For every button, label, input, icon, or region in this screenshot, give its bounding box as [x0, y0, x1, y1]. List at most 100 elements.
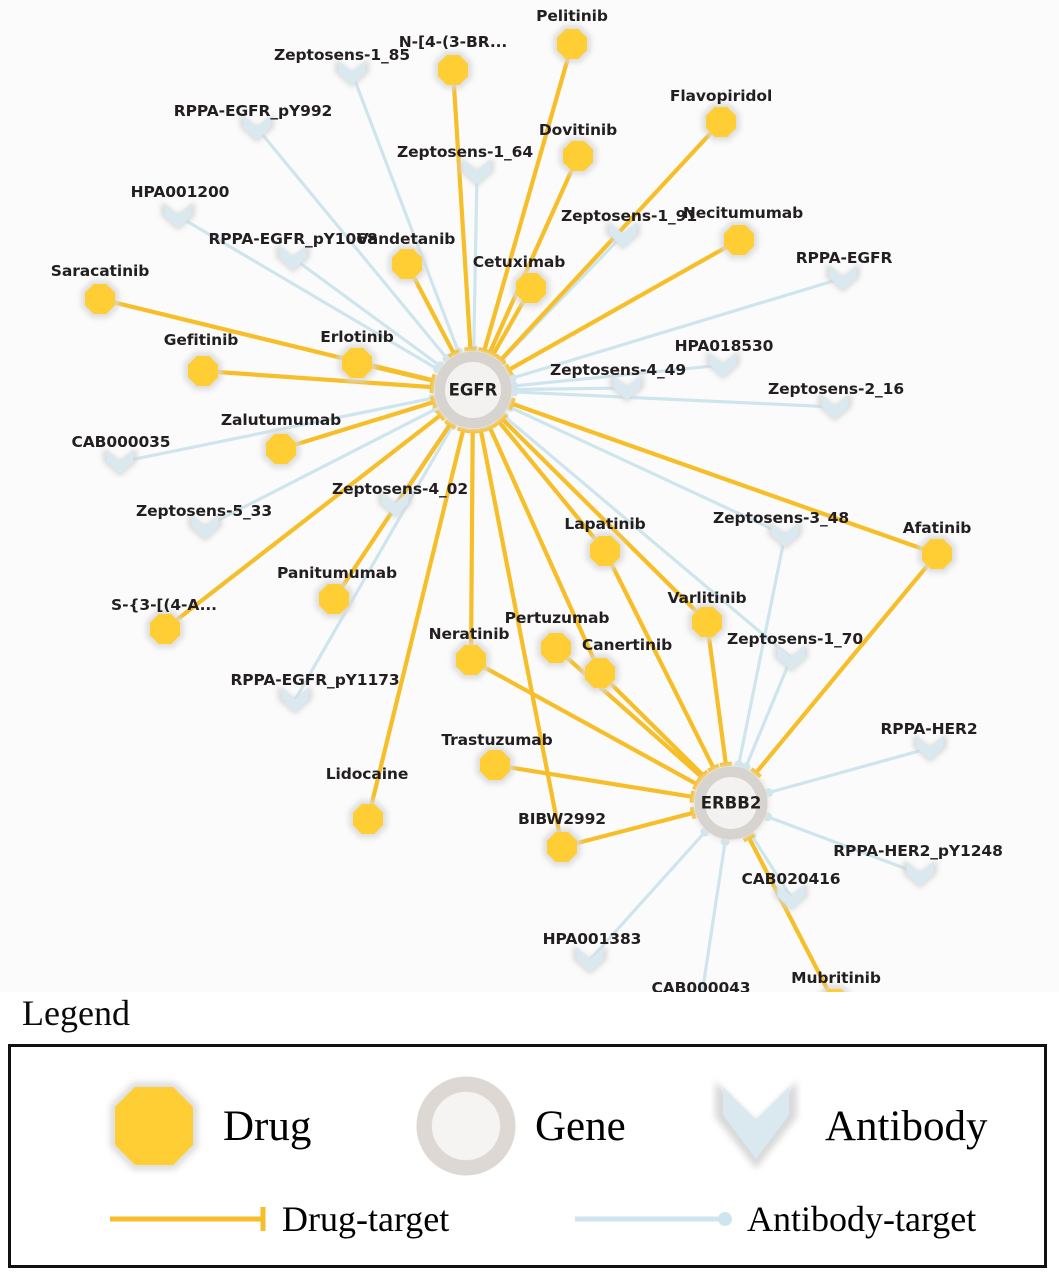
drug-node[interactable]	[918, 535, 956, 573]
graph-edge	[255, 126, 449, 360]
drug-node[interactable]	[688, 603, 726, 641]
drug-node-shape	[85, 284, 115, 314]
drug-node[interactable]	[586, 532, 624, 570]
gene-node[interactable]	[693, 765, 769, 841]
drug-node[interactable]	[315, 580, 353, 618]
graph-edge	[450, 69, 473, 350]
antibody-node[interactable]	[768, 520, 802, 550]
drug-node[interactable]	[452, 641, 490, 679]
drug-node[interactable]	[559, 137, 597, 175]
edge-terminator-tee	[697, 769, 710, 782]
graph-edge	[513, 390, 836, 409]
antibody-node[interactable]	[240, 113, 274, 143]
antibody-node[interactable]	[826, 263, 860, 293]
drug-node[interactable]	[537, 629, 575, 667]
gene-node[interactable]	[433, 350, 513, 430]
graph-edge	[350, 72, 460, 353]
drug-node-shape	[563, 141, 593, 171]
legend-node-row: Drug Gene Antibody	[11, 1065, 1044, 1183]
antibody-node[interactable]	[774, 882, 808, 912]
network-svg: EGFR ERBB2	[81, 25, 956, 1000]
legend-item-antibody: Antibody	[701, 1071, 987, 1181]
drug-node[interactable]	[512, 269, 550, 307]
antibody-node[interactable]	[335, 58, 369, 88]
drug-node[interactable]	[184, 352, 222, 390]
antibody-node-shape	[777, 884, 805, 910]
antibody-node-shape	[191, 514, 219, 540]
drug-node-shape	[706, 107, 736, 137]
edge-terminator-tee	[503, 363, 514, 377]
legend-item-drug-target: Drug-target	[106, 1201, 449, 1237]
graph-edge	[704, 621, 728, 765]
antibody-node-shape	[164, 203, 192, 229]
graph-edge	[478, 429, 565, 848]
edge-terminator-tee	[464, 346, 477, 352]
antibody-node[interactable]	[188, 512, 222, 542]
drug-node[interactable]	[702, 103, 740, 141]
drug-node-shape	[150, 614, 180, 644]
drug-node-shape	[266, 434, 296, 464]
drug-node-shape	[724, 225, 754, 255]
drug-node-shape	[353, 804, 383, 834]
antibody-node[interactable]	[818, 392, 852, 422]
drug-node[interactable]	[338, 344, 376, 382]
antibody-node[interactable]	[606, 220, 640, 250]
gene-node-label: ERBB2	[701, 794, 762, 813]
antibody-node[interactable]	[378, 489, 412, 519]
drug-node[interactable]	[81, 280, 119, 318]
legend-panel: Legend Drug Gene	[0, 992, 1059, 1280]
drug-node[interactable]	[553, 25, 591, 63]
antibody-node-shape	[821, 394, 849, 420]
drug-node[interactable]	[581, 654, 619, 692]
graph-edge	[499, 120, 723, 362]
drug-node-shape	[585, 658, 615, 688]
antibody-node[interactable]	[103, 447, 137, 477]
drug-node[interactable]	[146, 610, 184, 648]
drug-node[interactable]	[720, 221, 758, 259]
drug-node[interactable]	[543, 828, 581, 866]
edge-terminator-tee	[507, 397, 516, 411]
drug-node-shape	[516, 273, 546, 303]
drug-node-shape	[922, 539, 952, 569]
graph-edge	[768, 746, 931, 795]
antibody-node-shape	[381, 491, 409, 517]
antibody-node[interactable]	[706, 350, 740, 380]
legend-title: Legend	[22, 993, 130, 1033]
edge-terminator-tee	[692, 777, 702, 791]
edge-terminator-tee	[474, 427, 488, 434]
graph-edge	[766, 815, 921, 876]
edge-terminator-tee	[487, 349, 500, 360]
antibody-node-shape	[279, 245, 307, 271]
antibody-node-shape	[906, 861, 934, 887]
antibody-node[interactable]	[276, 243, 310, 273]
graph-edge	[513, 386, 628, 392]
graph-edge	[598, 671, 705, 778]
antibody-node[interactable]	[774, 643, 808, 673]
antibody-node-shape	[916, 735, 944, 761]
edge-terminator-tee	[496, 413, 508, 425]
edge-terminator-tee	[707, 763, 720, 773]
graph-edge	[561, 810, 694, 850]
antibody-node[interactable]	[610, 373, 644, 403]
drug-node[interactable]	[262, 430, 300, 468]
graph-edge	[509, 405, 786, 537]
drug-node[interactable]	[434, 51, 472, 89]
drug-node-shape	[547, 832, 577, 862]
antibody-node[interactable]	[460, 157, 494, 187]
graph-edge	[163, 413, 442, 631]
drug-node-shape	[188, 356, 218, 386]
antibody-node[interactable]	[903, 859, 937, 889]
legend-label-drug: Drug	[223, 1102, 312, 1150]
drug-node-shape	[541, 633, 571, 663]
antibody-node-shape	[613, 375, 641, 401]
antibody-node[interactable]	[573, 945, 607, 975]
antibody-node[interactable]	[278, 685, 312, 715]
drug-node[interactable]	[476, 746, 514, 784]
antibody-node[interactable]	[161, 201, 195, 231]
drug-node[interactable]	[388, 245, 426, 283]
drug-node[interactable]	[349, 800, 387, 838]
edge-terminator-tee	[447, 349, 461, 359]
antibody-node[interactable]	[913, 733, 947, 763]
drug-octagon-icon	[110, 1082, 198, 1170]
edge-terminator-tee	[444, 419, 457, 430]
